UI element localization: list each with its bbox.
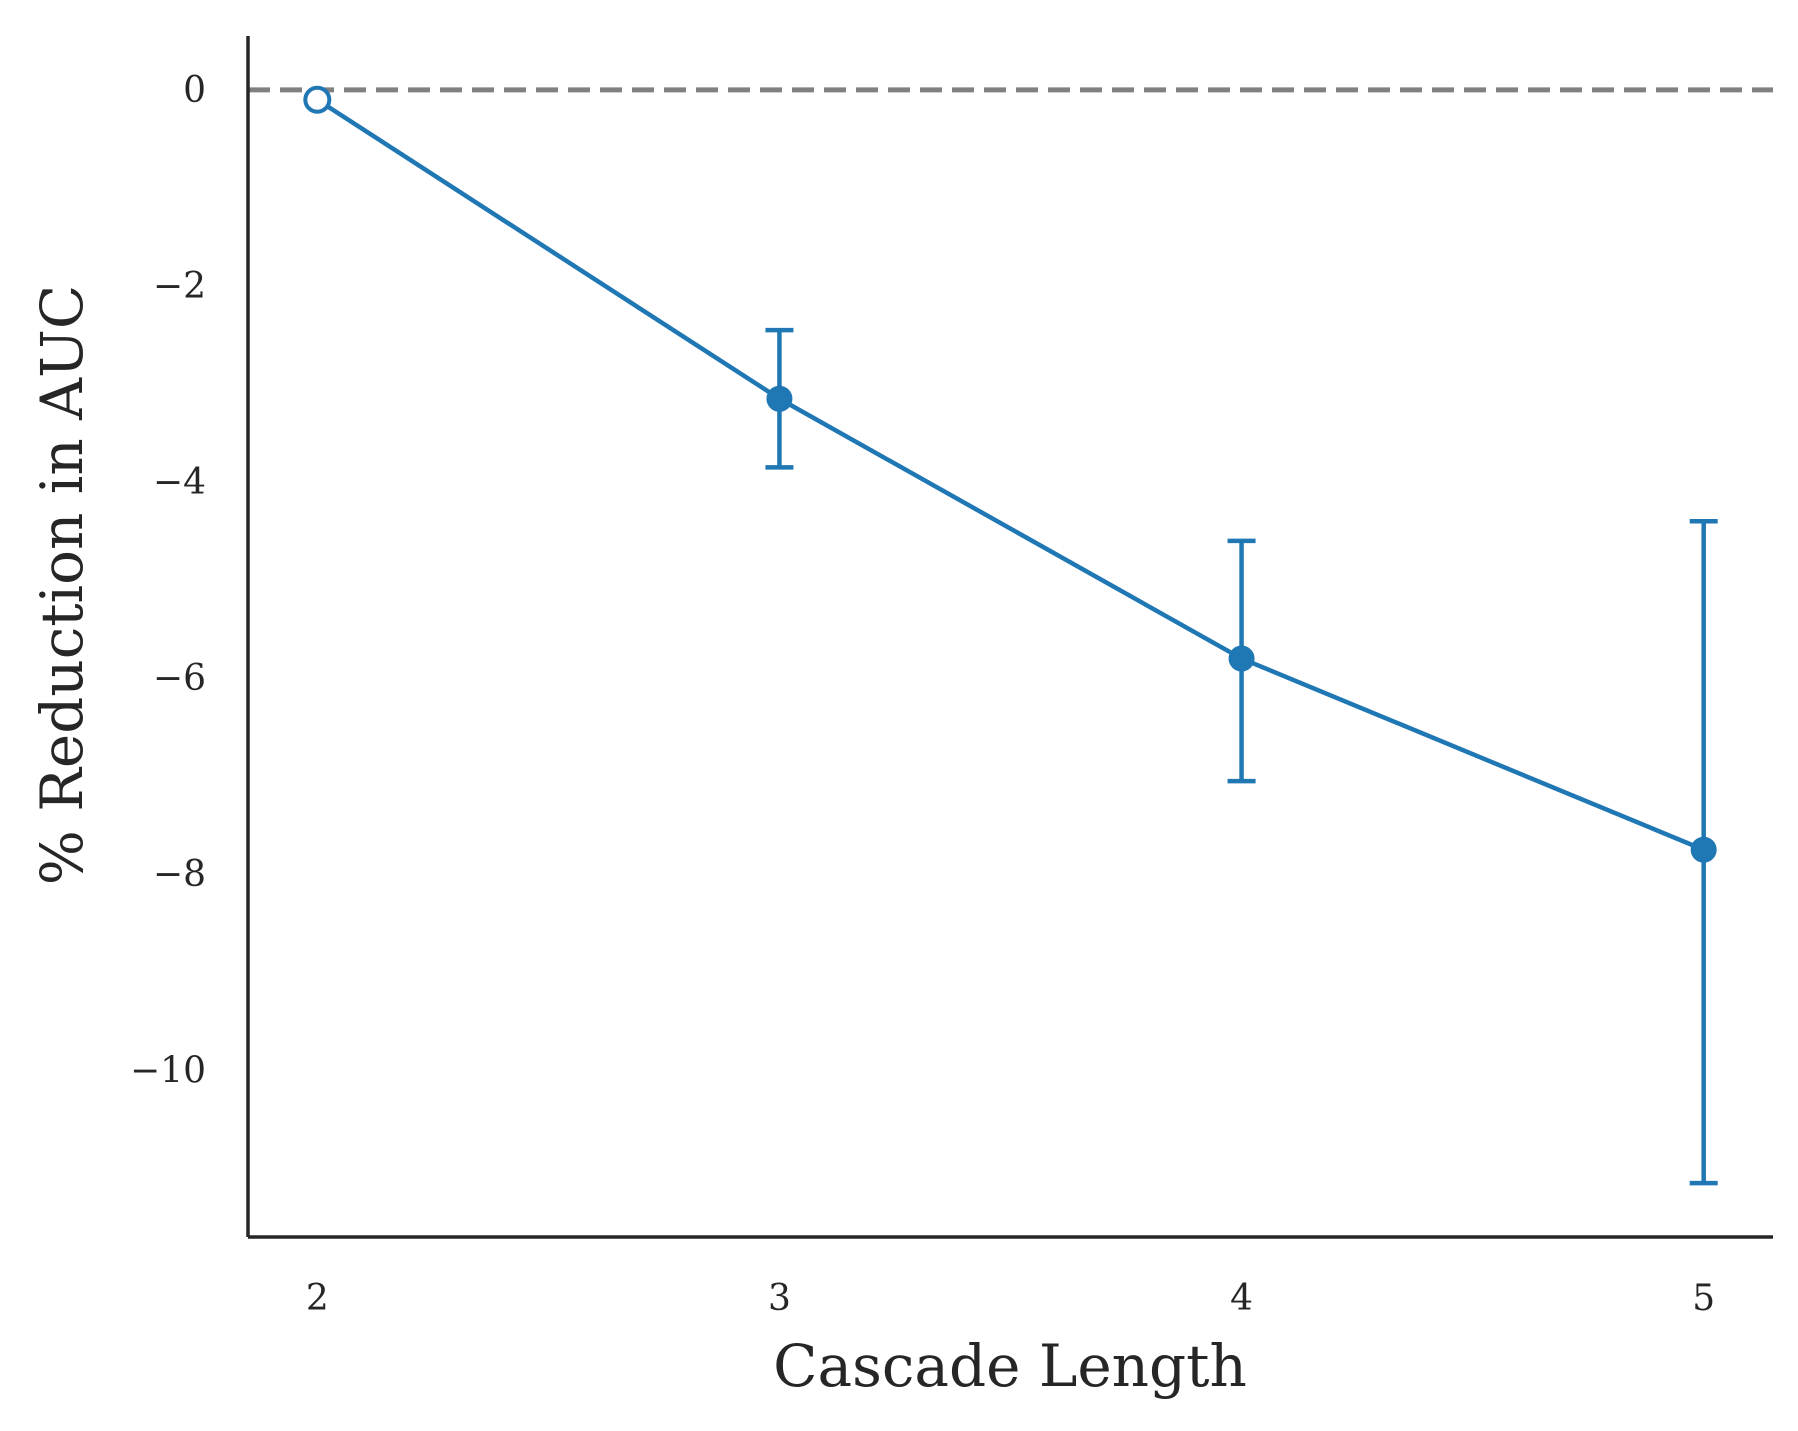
x-tick-label-4: 4 bbox=[1230, 1278, 1253, 1319]
data-point-2 bbox=[303, 85, 332, 114]
axes bbox=[246, 36, 1773, 1239]
data-point-4 bbox=[1228, 645, 1255, 672]
x-tick-label-3: 3 bbox=[768, 1278, 791, 1319]
y-tick-label-0: 0 bbox=[183, 70, 206, 111]
y-tick-label--10: −10 bbox=[130, 1050, 206, 1091]
y-axis-label: % Reduction in AUC bbox=[28, 285, 96, 886]
y-tick-label--6: −6 bbox=[153, 658, 206, 699]
x-tick-label-2: 2 bbox=[306, 1278, 329, 1319]
y-tick-label--4: −4 bbox=[153, 462, 206, 503]
data-point-3 bbox=[766, 385, 793, 412]
x-tick-label-5: 5 bbox=[1692, 1278, 1715, 1319]
series-line bbox=[316, 97, 1705, 852]
series-group bbox=[303, 85, 1718, 1186]
x-axis-label: Cascade Length bbox=[773, 1332, 1247, 1400]
y-tick-label--2: −2 bbox=[153, 266, 206, 307]
y-tick-label--8: −8 bbox=[153, 854, 206, 895]
data-point-5 bbox=[1690, 836, 1717, 863]
tick-labels: 2 3 4 5 0 −2 −4 −6 −8 −10 bbox=[130, 70, 1715, 1319]
